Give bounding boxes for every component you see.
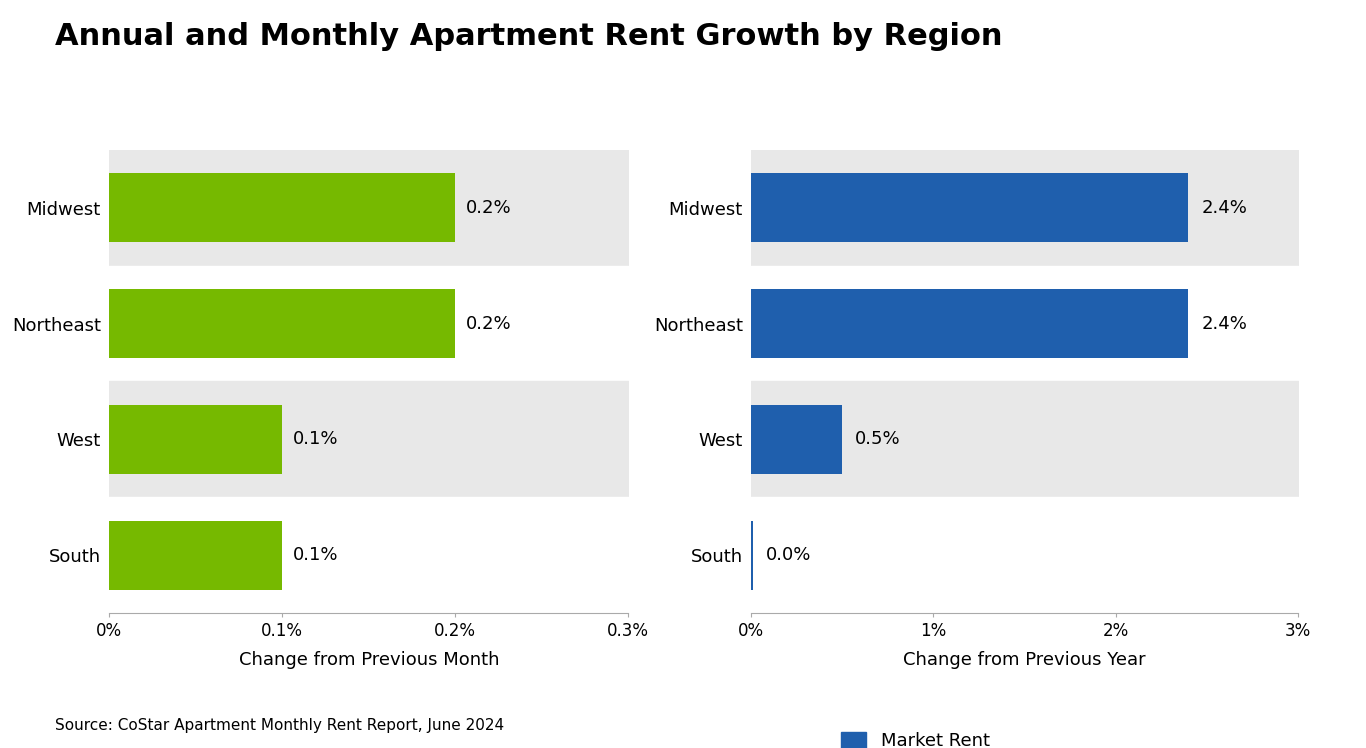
- X-axis label: Change from Previous Year: Change from Previous Year: [903, 652, 1146, 669]
- Text: 0.1%: 0.1%: [292, 546, 339, 565]
- Text: 0.5%: 0.5%: [855, 430, 900, 449]
- Legend: Market Rent: Market Rent: [833, 724, 997, 748]
- Bar: [109, 405, 283, 474]
- Bar: [751, 173, 1188, 242]
- Text: 2.4%: 2.4%: [1201, 198, 1247, 217]
- Bar: [109, 173, 455, 242]
- Bar: [109, 521, 283, 590]
- X-axis label: Change from Previous Month: Change from Previous Month: [239, 652, 499, 669]
- Text: 2.4%: 2.4%: [1201, 314, 1247, 333]
- Bar: [109, 289, 455, 358]
- Text: 0.0%: 0.0%: [766, 546, 811, 565]
- Bar: [751, 521, 753, 590]
- Bar: [751, 405, 843, 474]
- Text: 0.2%: 0.2%: [466, 314, 511, 333]
- Text: 0.2%: 0.2%: [466, 198, 511, 217]
- Text: Source: CoStar Apartment Monthly Rent Report, June 2024: Source: CoStar Apartment Monthly Rent Re…: [55, 718, 504, 733]
- Bar: [751, 289, 1188, 358]
- Text: 0.1%: 0.1%: [292, 430, 339, 449]
- Text: Annual and Monthly Apartment Rent Growth by Region: Annual and Monthly Apartment Rent Growth…: [55, 22, 1003, 52]
